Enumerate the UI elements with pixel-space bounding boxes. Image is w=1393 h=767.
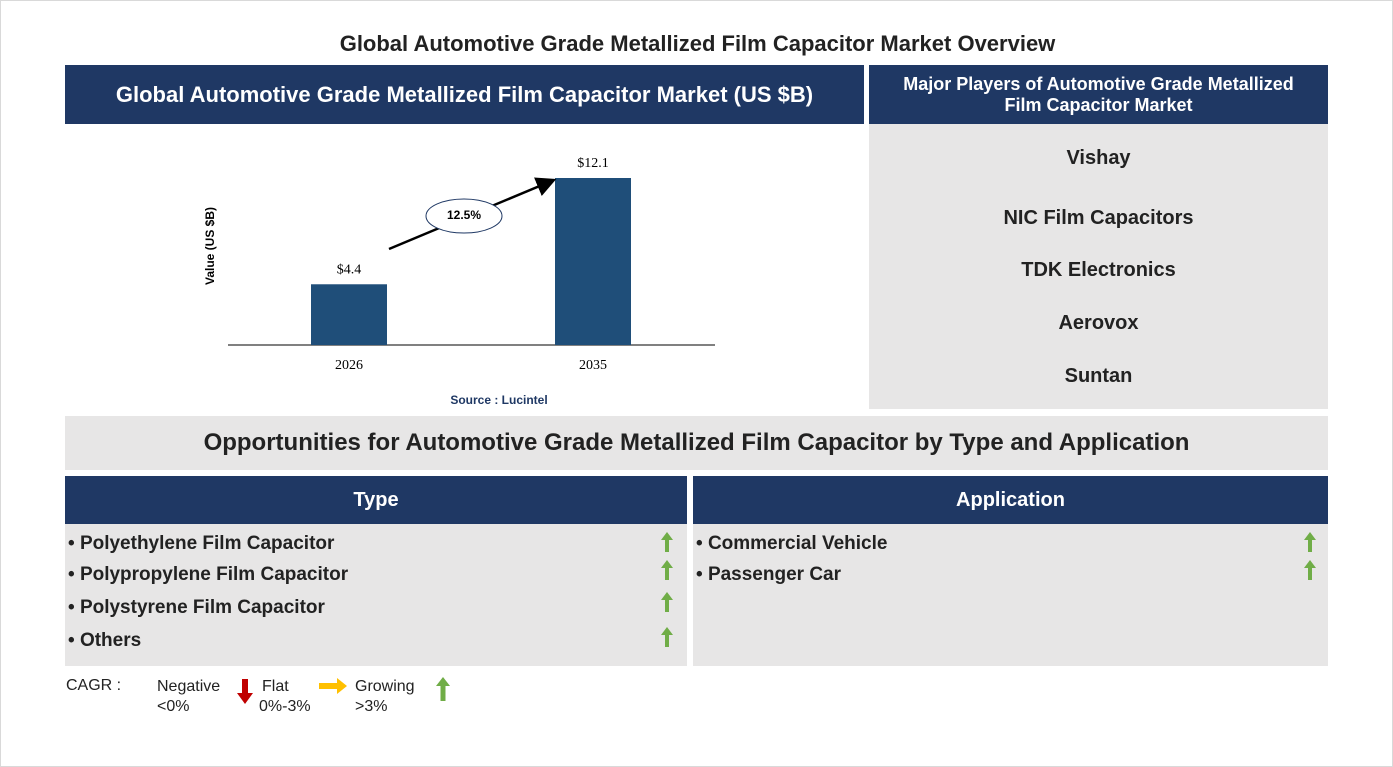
page-title: Global Automotive Grade Metallized Film … bbox=[339, 31, 1056, 56]
legend-item: Flat 0%-3% bbox=[259, 677, 311, 717]
legend-range: <0% bbox=[157, 698, 190, 715]
legend-range: >3% bbox=[355, 698, 388, 715]
player: NIC Film Capacitors bbox=[1003, 207, 1194, 229]
value-label: $12.1 bbox=[577, 156, 609, 171]
legend-name: Growing bbox=[355, 678, 415, 695]
negative-arrow bbox=[237, 679, 253, 704]
cagr-label: 12.5% bbox=[447, 208, 481, 222]
legend-item: Negative <0% bbox=[157, 677, 220, 717]
application-header: Application bbox=[693, 476, 1328, 524]
player: Aerovox bbox=[1058, 312, 1139, 334]
player: Suntan bbox=[1064, 365, 1133, 387]
type-item: Others bbox=[68, 630, 141, 652]
players-panel bbox=[869, 124, 1328, 409]
source: Source : Lucintel bbox=[450, 393, 547, 407]
application-item: Commercial Vehicle bbox=[696, 533, 888, 555]
chart: Value (US $B) $4.4 2026 $12.1 2035 12.5% So… bbox=[203, 156, 715, 407]
x-tick-label: 2035 bbox=[579, 358, 607, 373]
x-tick-label: 2026 bbox=[335, 358, 363, 373]
y-axis-label: Value (US $B) bbox=[203, 207, 217, 285]
legend-name: Negative bbox=[157, 678, 221, 695]
type-item: Polyethylene Film Capacitor bbox=[68, 533, 334, 555]
type-item: Polystyrene Film Capacitor bbox=[68, 597, 325, 619]
player: TDK Electronics bbox=[1021, 259, 1176, 281]
legend-label: CAGR : bbox=[66, 677, 122, 694]
bar bbox=[311, 284, 387, 345]
legend-name: Flat bbox=[262, 678, 289, 695]
flat-arrow bbox=[319, 678, 347, 694]
player: Vishay bbox=[1066, 147, 1131, 169]
cagr-ellipse bbox=[425, 198, 503, 234]
application-item: Passenger Car bbox=[696, 564, 841, 586]
opportunities-title: Opportunities for Automotive Grade Metal… bbox=[65, 416, 1328, 470]
chart-header: Global Automotive Grade Metallized Film … bbox=[65, 65, 864, 124]
type-header: Type bbox=[65, 476, 687, 524]
value-label: $4.4 bbox=[337, 262, 362, 277]
type-item: Polypropylene Film Capacitor bbox=[68, 564, 348, 586]
legend-range: 0%-3% bbox=[259, 698, 311, 715]
legend-item: Growing >3% bbox=[355, 677, 415, 717]
players-header: Major Players of Automotive Grade Metall… bbox=[869, 65, 1328, 124]
bar bbox=[555, 178, 631, 345]
